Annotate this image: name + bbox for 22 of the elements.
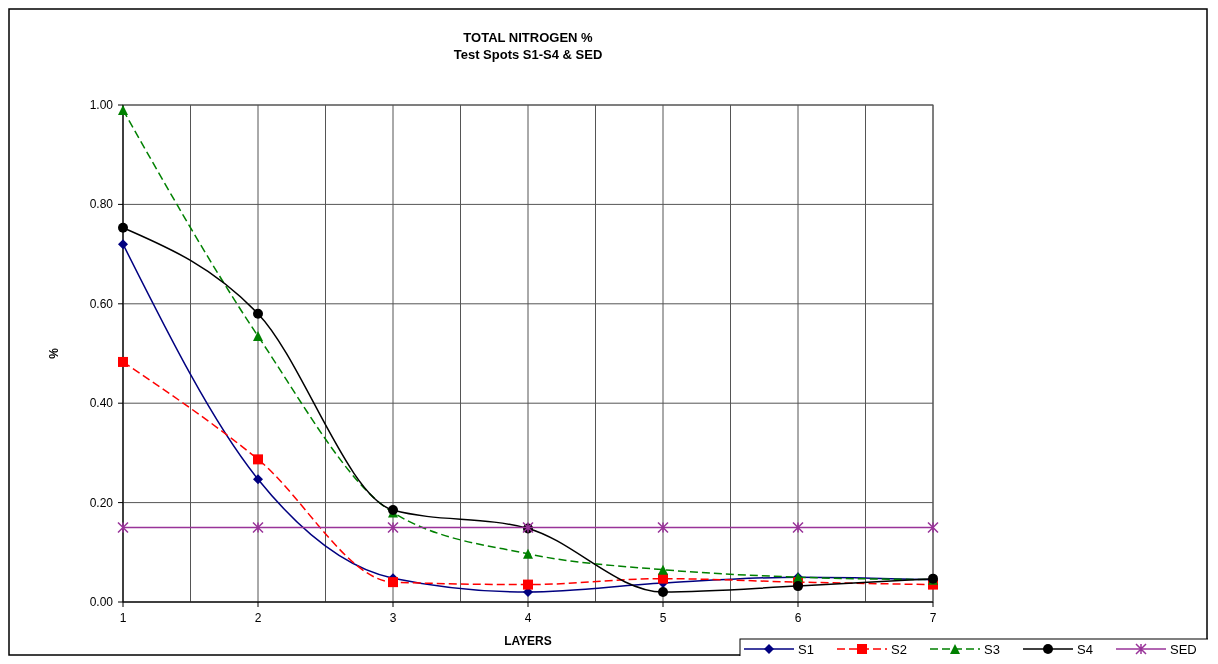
chart-subtitle: Test Spots S1-S4 & SED [453, 47, 603, 62]
x-tick-label: 5 [659, 611, 667, 625]
x-tick-label: 6 [794, 611, 802, 625]
y-tick-label: 0.80 [89, 197, 114, 212]
legend-label: S4 [1077, 642, 1093, 657]
y-axis-title: % [47, 347, 61, 359]
x-tick-label: 2 [254, 611, 262, 625]
y-tick-label: 1.00 [89, 98, 114, 112]
x-tick-label: 4 [524, 611, 532, 625]
legend-label: S2 [891, 642, 907, 657]
x-tick-label: 1 [119, 611, 127, 625]
chart-title: TOTAL NITROGEN % [463, 30, 594, 45]
legend-label: S3 [984, 642, 1000, 657]
y-tick-label: 0.60 [89, 296, 114, 311]
y-tick-label: 0.00 [89, 595, 114, 609]
legend-label: SED [1170, 642, 1197, 657]
legend-label: S1 [798, 642, 814, 657]
x-tick-label: 7 [929, 611, 937, 625]
y-tick-label: 0.40 [89, 396, 114, 411]
x-tick-label: 3 [389, 611, 397, 625]
x-axis-title: LAYERS [504, 634, 552, 648]
y-tick-label: 0.20 [89, 495, 114, 510]
